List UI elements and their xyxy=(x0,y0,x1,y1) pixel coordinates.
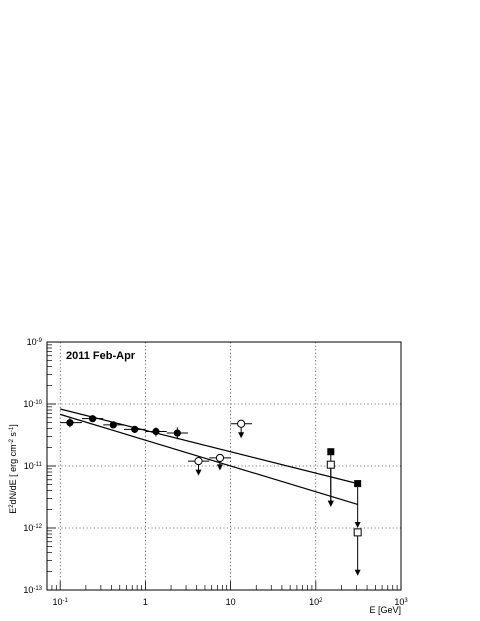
open-circle-point xyxy=(215,453,225,463)
upper-limit-arrow-head xyxy=(195,469,202,476)
x-tick-label: 103 xyxy=(394,597,408,607)
fit-lines xyxy=(60,408,358,506)
y-tick-label: 10-11 xyxy=(24,461,43,471)
x-tick-label: 1 xyxy=(143,597,148,607)
open-square-point xyxy=(353,528,362,537)
upper-limit-arrow-head xyxy=(354,522,361,528)
filled-circle-point xyxy=(88,415,97,423)
y-title-part: E xyxy=(8,508,18,514)
y-tick-label: 10-9 xyxy=(27,337,43,347)
fit-line xyxy=(60,413,358,506)
open-circle-point xyxy=(194,456,203,466)
filled-circle-point xyxy=(66,419,74,427)
x-tick-label: 10-1 xyxy=(53,597,69,607)
open-square-point xyxy=(326,460,335,469)
upper-limit-arrow-head xyxy=(238,432,245,439)
open-circle-point xyxy=(237,419,246,428)
grid-lines xyxy=(47,342,401,590)
y-title-part: ] xyxy=(8,424,18,427)
filled-circle-point xyxy=(152,427,160,436)
filled-circle-point xyxy=(131,425,139,433)
axis-ticks xyxy=(47,341,402,591)
data-points xyxy=(60,415,362,576)
y-tick-label: 10-13 xyxy=(23,585,42,595)
upper-limit-arrow-head xyxy=(216,464,223,471)
y-title-sup: 2 xyxy=(9,504,15,508)
x-tick-label: 10 xyxy=(226,597,236,607)
upper-limit-arrow-head xyxy=(354,569,361,576)
y-tick-label: 10-12 xyxy=(23,523,42,533)
filled-square-point xyxy=(327,448,335,456)
x-tick-label: 102 xyxy=(309,597,323,607)
period-annotation: 2011 Feb-Apr xyxy=(66,350,136,362)
filled-square-point xyxy=(354,480,362,488)
y-axis-title: E2dN/dE [ erg cm-2 s-1] xyxy=(8,424,18,514)
upper-limit-arrow-head xyxy=(327,500,334,507)
y-title-part: s xyxy=(8,432,18,440)
fit-line xyxy=(60,408,358,485)
filled-circle-point xyxy=(109,421,117,429)
y-title-part: dN/dE [ erg cm xyxy=(8,444,18,504)
filled-circle-point xyxy=(173,429,181,437)
y-tick-label: 10-10 xyxy=(23,399,42,409)
x-axis-title: E [GeV] xyxy=(369,605,401,615)
y-title-sup: -1 xyxy=(9,426,15,432)
y-title-sup: -2 xyxy=(9,438,15,444)
